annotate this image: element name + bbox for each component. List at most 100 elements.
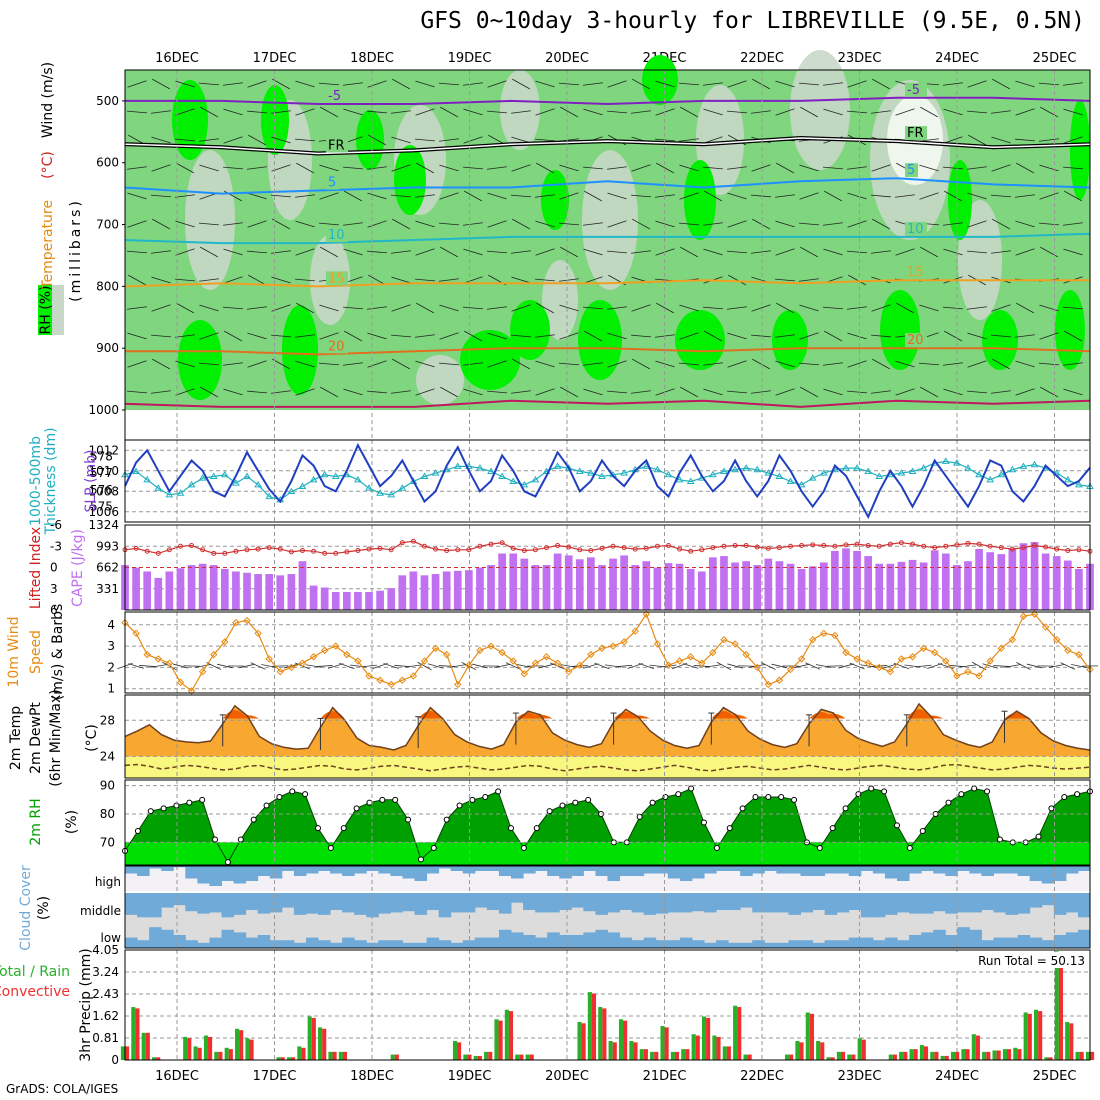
rh-marker — [263, 802, 270, 809]
cloud-bar-middle — [318, 893, 331, 915]
rh-high-area — [394, 145, 426, 215]
upper-wind-barb — [799, 304, 819, 312]
upper-wind-barb — [583, 248, 603, 256]
pressure-unit-label: (millibars) — [68, 198, 84, 302]
upper-wind-barb — [367, 166, 387, 170]
upper-wind-barb — [775, 278, 795, 282]
upper-wind-barb — [200, 246, 218, 258]
li-marker — [910, 541, 916, 547]
cloud-bar-low — [185, 940, 198, 948]
cloud-unit: (%) — [36, 896, 52, 920]
upper-wind-barb — [559, 304, 579, 312]
cloud-bar-low — [1005, 937, 1019, 948]
li-marker — [288, 549, 294, 555]
rh-marker — [649, 799, 656, 806]
wind-barb-10m — [1048, 663, 1065, 669]
li-marker — [843, 542, 849, 548]
li-marker — [211, 550, 217, 556]
upper-wind-barb — [391, 390, 411, 394]
cape-bar — [442, 571, 451, 610]
thickness-marker — [287, 487, 296, 495]
wind-speed-marker — [864, 659, 872, 667]
wind-barb-10m — [826, 665, 843, 667]
cloud-bar-high — [921, 866, 934, 871]
upper-wind-barb — [895, 108, 915, 116]
upper-wind-barb — [247, 390, 267, 394]
convective-bar — [342, 1051, 348, 1060]
cloud-bar-low — [607, 932, 621, 948]
convective-bar — [332, 1051, 337, 1060]
upper-wind-barb — [967, 110, 987, 114]
upper-wind-barb — [127, 360, 147, 368]
upper-wind-barb — [367, 220, 387, 228]
upper-wind-barb — [151, 334, 171, 338]
rh-marker — [443, 816, 450, 823]
convective-bar — [955, 1051, 960, 1060]
precip-legend-convective: Convective — [0, 984, 70, 1000]
wind-speed-marker — [975, 672, 983, 680]
cape-bar — [487, 565, 495, 610]
upper-wind-barb — [752, 358, 770, 370]
upper-wind-barb — [967, 220, 987, 228]
cloud-bar-high — [281, 866, 295, 871]
thickness-marker — [320, 470, 329, 478]
cape-bar — [853, 550, 861, 610]
li-marker — [788, 543, 794, 549]
upper-wind-barb — [727, 390, 747, 394]
upper-wind-barb — [631, 110, 651, 114]
convective-bar — [996, 1050, 1001, 1060]
rh-marker — [315, 825, 321, 832]
cape-bar — [387, 588, 396, 610]
upper-wind-barb — [175, 138, 195, 142]
rain-bar — [463, 1054, 468, 1060]
rh-marker — [1074, 791, 1081, 798]
upper-wind-barb — [391, 276, 411, 284]
upper-wind-barb — [487, 390, 507, 394]
cloud-bar-middle — [655, 893, 669, 914]
upper-wind-barb — [727, 110, 747, 114]
upper-wind-barb — [175, 388, 195, 396]
cloud-bar-low — [535, 937, 548, 948]
rh-marker — [816, 845, 823, 851]
upper-wind-barb — [847, 360, 867, 368]
cloud-bar-high — [498, 866, 512, 876]
cloud-bar-high — [800, 866, 814, 876]
upper-wind-barb — [223, 82, 243, 86]
rh-marker — [430, 845, 437, 851]
cloud-bar-middle — [1005, 893, 1019, 915]
convective-bar — [591, 993, 597, 1060]
cloud-bar-high — [378, 866, 391, 874]
rain-bar — [141, 1032, 146, 1060]
li-marker — [477, 543, 483, 549]
upper-wind-barb — [943, 108, 963, 116]
cloud-bar-middle — [161, 893, 174, 908]
thickness-marker — [553, 462, 562, 469]
date-label-top: 25DEC — [1033, 51, 1077, 66]
upper-wind-barb — [1015, 80, 1035, 88]
convective-bar — [965, 1049, 970, 1060]
upper-wind-barb — [535, 278, 555, 282]
thickness-marker — [1063, 475, 1072, 483]
cape-bar — [476, 567, 484, 610]
wind-tick: 2 — [107, 660, 115, 674]
convective-bar — [913, 1049, 918, 1060]
rh-low-area — [185, 150, 235, 290]
thickness-marker — [365, 484, 373, 491]
cape-bar — [254, 574, 262, 610]
li-marker — [976, 541, 982, 547]
thickness-marker — [764, 469, 773, 476]
precip-tick: 0.81 — [92, 1031, 119, 1045]
rain-bar — [1054, 951, 1059, 1060]
cloud-bar-middle — [354, 893, 367, 915]
wind-barb-10m — [882, 663, 899, 669]
cloud-bar-low — [824, 940, 838, 948]
contour-line — [125, 96, 1091, 106]
wind-speed-marker — [797, 655, 806, 663]
contour-line — [125, 347, 1091, 356]
li-marker — [965, 540, 971, 546]
cape-bar — [653, 567, 662, 610]
cape-bar — [165, 571, 174, 610]
credit-text: GrADS: COLA/IGES — [6, 1082, 119, 1096]
cape-bar — [1019, 543, 1028, 610]
upper-wind-barb — [991, 390, 1011, 394]
